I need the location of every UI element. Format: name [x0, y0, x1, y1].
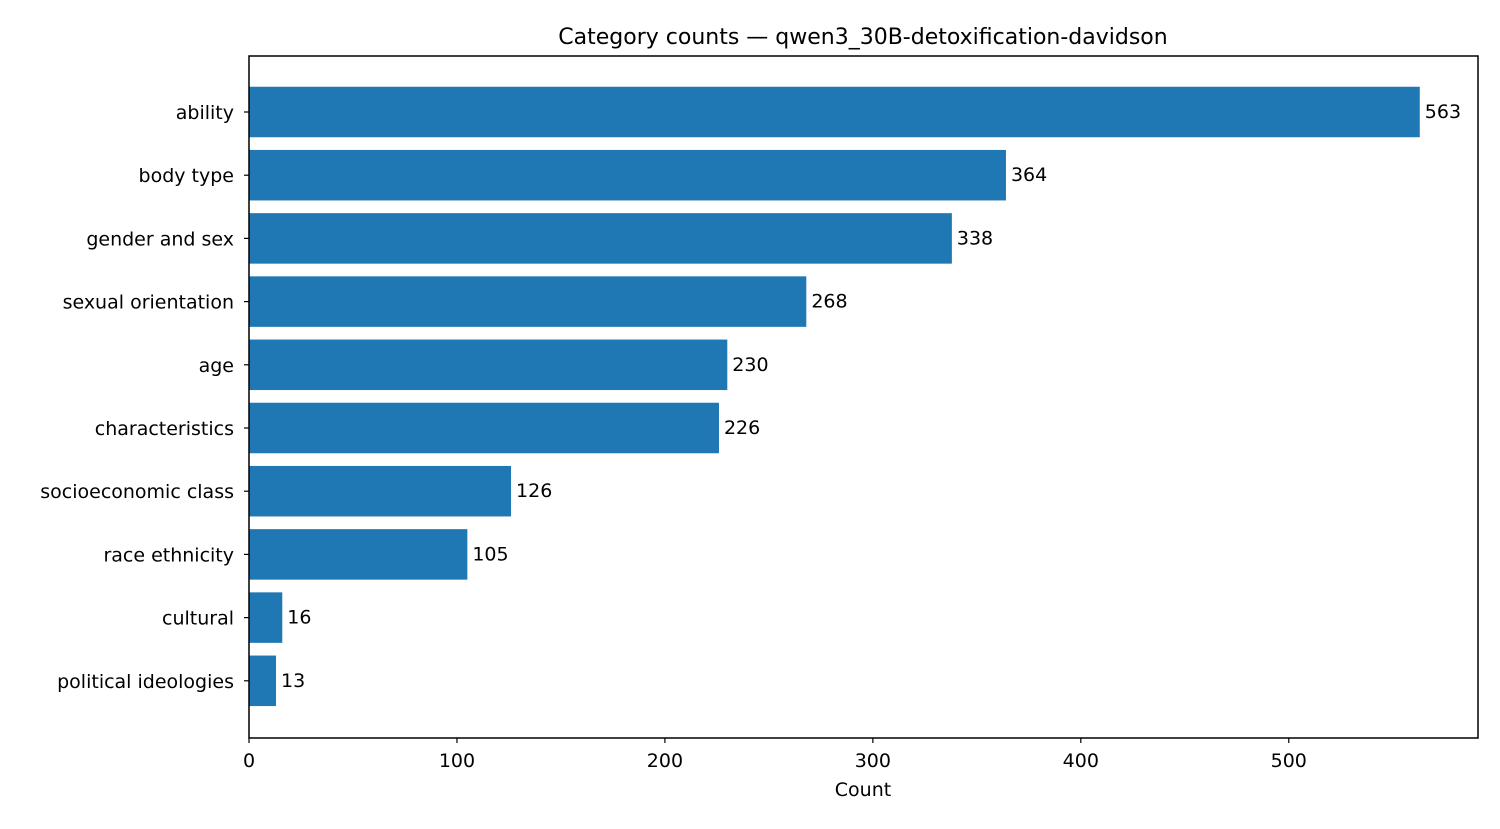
y-tick-label: characteristics [95, 418, 234, 440]
value-label: 338 [957, 227, 993, 249]
y-tick-label: cultural [162, 608, 234, 630]
x-tick-label: 200 [647, 750, 683, 772]
value-label: 268 [811, 291, 847, 313]
bars-layer [249, 86, 1420, 707]
x-tick-label: 400 [1063, 750, 1099, 772]
y-tick-label: race ethnicity [103, 544, 234, 566]
y-tick-label: gender and sex [86, 228, 234, 250]
x-axis: 0 100 200 300 400 500 [243, 738, 1307, 772]
bar-ability [249, 86, 1420, 138]
value-label: 105 [472, 543, 508, 565]
y-tick-label: ability [176, 102, 234, 124]
x-axis-label: Count [835, 779, 891, 801]
chart-title: Category counts — qwen3_30B-detoxificati… [558, 25, 1167, 50]
bar-age [249, 339, 728, 391]
y-tick-label: political ideologies [57, 671, 234, 693]
plot-frame [248, 55, 1479, 739]
y-tick-label: body type [139, 165, 234, 187]
x-tick-label: 300 [855, 750, 891, 772]
value-label: 13 [281, 670, 305, 692]
value-label: 230 [732, 354, 768, 376]
y-tick-label: age [199, 355, 234, 377]
y-tick-label: socioeconomic class [40, 481, 234, 503]
value-label: 126 [516, 480, 552, 502]
bar-body-type [249, 149, 1006, 201]
y-tick-label: sexual orientation [63, 292, 234, 314]
bar-race-ethnicity [249, 529, 468, 580]
value-label: 226 [724, 417, 760, 439]
value-label: 563 [1425, 101, 1461, 123]
bar-political-ideologies [249, 655, 277, 707]
bar-characteristics [249, 402, 719, 454]
x-tick-label: 100 [439, 750, 475, 772]
bar-sexual-orientation [249, 276, 807, 327]
x-tick-label: 500 [1271, 750, 1307, 772]
x-tick-label: 0 [243, 750, 255, 772]
y-axis: ability body type gender and sex sexual ori… [40, 102, 249, 693]
value-labels-layer: 563 364 338 268 230 226 126 105 16 13 [281, 101, 1461, 692]
value-label: 364 [1011, 164, 1047, 186]
bar-socioeconomic-class [249, 465, 512, 517]
bar-gender-and-sex [249, 213, 952, 264]
bar-cultural [249, 592, 283, 643]
value-label: 16 [287, 607, 311, 629]
